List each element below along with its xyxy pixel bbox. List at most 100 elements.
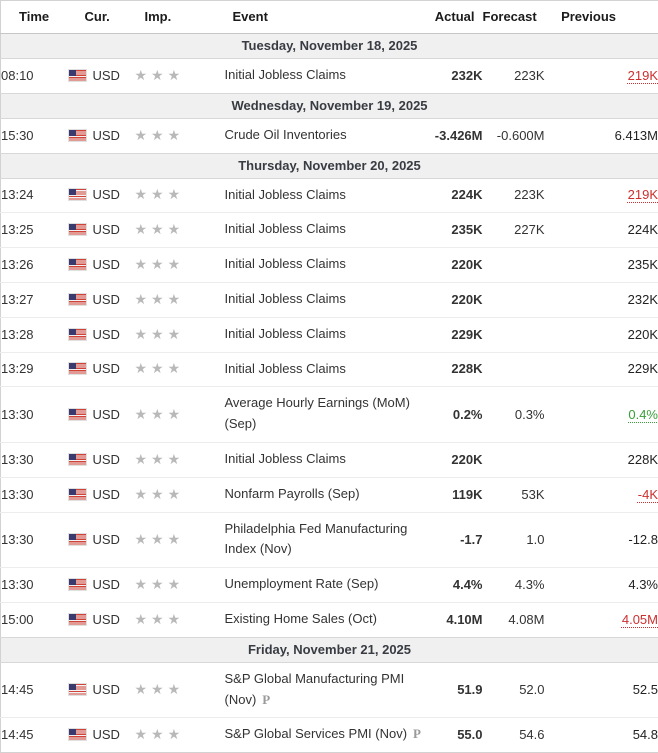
actual-cell: 119K (425, 477, 483, 512)
currency-cell: USD (69, 282, 135, 317)
importance-cell: ★★★ (135, 248, 225, 283)
event-cell[interactable]: Initial Jobless Claims (225, 282, 425, 317)
event-link[interactable]: Philadelphia Fed Manufacturing Index (No… (225, 521, 408, 557)
event-row[interactable]: 13:26 USD ★★★ Initial Jobless Claims 220… (1, 248, 658, 283)
us-flag-icon (69, 614, 86, 625)
event-row[interactable]: 14:45 USD ★★★ S&P Global Services PMI (N… (1, 718, 658, 753)
currency-label: USD (93, 257, 120, 272)
event-row[interactable]: 13:30 USD ★★★ Initial Jobless Claims 220… (1, 442, 658, 477)
forecast-cell: 54.6 (483, 718, 545, 753)
time-cell: 13:30 (1, 442, 69, 477)
event-cell[interactable]: Average Hourly Earnings (MoM) (Sep) (225, 387, 425, 443)
event-row[interactable]: 13:30 USD ★★★ Unemployment Rate (Sep) 4.… (1, 568, 658, 603)
time-cell: 13:30 (1, 512, 69, 568)
us-flag-icon (69, 729, 86, 740)
currency-label: USD (93, 452, 120, 467)
event-row[interactable]: 13:28 USD ★★★ Initial Jobless Claims 229… (1, 317, 658, 352)
previous-value: 228K (628, 452, 658, 467)
currency-label: USD (93, 407, 120, 422)
importance-cell: ★★★ (135, 282, 225, 317)
event-cell[interactable]: S&P Global Manufacturing PMI (Nov)P (225, 662, 425, 718)
previous-value: 54.8 (633, 727, 658, 742)
forecast-cell: 52.0 (483, 662, 545, 718)
event-link[interactable]: Crude Oil Inventories (225, 127, 347, 142)
event-row[interactable]: 08:10 USD ★★★ Initial Jobless Claims 232… (1, 59, 658, 94)
time-cell: 15:30 (1, 118, 69, 153)
event-link[interactable]: Existing Home Sales (Oct) (225, 611, 377, 626)
date-row: Friday, November 21, 2025 (1, 637, 658, 662)
time-cell: 13:29 (1, 352, 69, 387)
event-link[interactable]: Initial Jobless Claims (225, 451, 346, 466)
currency-label: USD (93, 612, 120, 627)
event-row[interactable]: 13:27 USD ★★★ Initial Jobless Claims 220… (1, 282, 658, 317)
importance-cell: ★★★ (135, 662, 225, 718)
previous-value: 4.3% (628, 577, 658, 592)
importance-cell: ★★★ (135, 718, 225, 753)
event-link[interactable]: S&P Global Services PMI (Nov) (225, 726, 408, 741)
event-row[interactable]: 13:30 USD ★★★ Nonfarm Payrolls (Sep) 119… (1, 477, 658, 512)
time-cell: 13:25 (1, 213, 69, 248)
event-link[interactable]: Initial Jobless Claims (225, 361, 346, 376)
us-flag-icon (69, 579, 86, 590)
event-cell[interactable]: Initial Jobless Claims (225, 248, 425, 283)
previous-value: 52.5 (633, 682, 658, 697)
event-row[interactable]: 13:30 USD ★★★ Philadelphia Fed Manufactu… (1, 512, 658, 568)
previous-value: -4K (638, 487, 658, 502)
us-flag-icon (69, 684, 86, 695)
event-link[interactable]: S&P Global Manufacturing PMI (Nov) (225, 671, 405, 707)
event-row[interactable]: 13:29 USD ★★★ Initial Jobless Claims 228… (1, 352, 658, 387)
event-cell[interactable]: Initial Jobless Claims (225, 213, 425, 248)
event-row[interactable]: 13:30 USD ★★★ Average Hourly Earnings (M… (1, 387, 658, 443)
event-link[interactable]: Initial Jobless Claims (225, 291, 346, 306)
actual-cell: 220K (425, 282, 483, 317)
event-link[interactable]: Initial Jobless Claims (225, 67, 346, 82)
importance-stars-icon: ★★★ (135, 326, 185, 342)
previous-cell: 235K (545, 248, 658, 283)
event-row[interactable]: 14:45 USD ★★★ S&P Global Manufacturing P… (1, 662, 658, 718)
event-row[interactable]: 13:24 USD ★★★ Initial Jobless Claims 224… (1, 178, 658, 213)
event-cell[interactable]: S&P Global Services PMI (Nov)P (225, 718, 425, 753)
date-label: Wednesday, November 19, 2025 (1, 93, 658, 118)
previous-cell: 54.8 (545, 718, 658, 753)
us-flag-icon (69, 130, 86, 141)
previous-value: 229K (628, 361, 658, 376)
event-row[interactable]: 13:25 USD ★★★ Initial Jobless Claims 235… (1, 213, 658, 248)
actual-cell: -1.7 (425, 512, 483, 568)
event-cell[interactable]: Initial Jobless Claims (225, 317, 425, 352)
event-cell[interactable]: Existing Home Sales (Oct) (225, 602, 425, 637)
importance-cell: ★★★ (135, 568, 225, 603)
actual-cell: 220K (425, 442, 483, 477)
event-link[interactable]: Nonfarm Payrolls (Sep) (225, 486, 360, 501)
previous-value: 220K (628, 327, 658, 342)
importance-cell: ★★★ (135, 213, 225, 248)
previous-cell: -12.8 (545, 512, 658, 568)
event-cell[interactable]: Unemployment Rate (Sep) (225, 568, 425, 603)
event-link[interactable]: Initial Jobless Claims (225, 326, 346, 341)
event-row[interactable]: 15:30 USD ★★★ Crude Oil Inventories -3.4… (1, 118, 658, 153)
event-link[interactable]: Initial Jobless Claims (225, 221, 346, 236)
event-link[interactable]: Average Hourly Earnings (MoM) (Sep) (225, 395, 410, 431)
event-cell[interactable]: Initial Jobless Claims (225, 352, 425, 387)
event-cell[interactable]: Initial Jobless Claims (225, 442, 425, 477)
currency-cell: USD (69, 718, 135, 753)
forecast-cell: 4.3% (483, 568, 545, 603)
currency-label: USD (93, 68, 120, 83)
calendar-body: Tuesday, November 18, 2025 08:10 USD ★★★… (1, 34, 658, 753)
event-link[interactable]: Unemployment Rate (Sep) (225, 576, 379, 591)
actual-cell: 51.9 (425, 662, 483, 718)
column-header-importance: Imp. (135, 1, 225, 34)
event-cell[interactable]: Nonfarm Payrolls (Sep) (225, 477, 425, 512)
importance-stars-icon: ★★★ (135, 127, 185, 143)
previous-value: 235K (628, 257, 658, 272)
currency-label: USD (93, 327, 120, 342)
preliminary-icon: P (262, 692, 270, 707)
event-cell[interactable]: Initial Jobless Claims (225, 178, 425, 213)
event-row[interactable]: 15:00 USD ★★★ Existing Home Sales (Oct) … (1, 602, 658, 637)
event-cell[interactable]: Philadelphia Fed Manufacturing Index (No… (225, 512, 425, 568)
us-flag-icon (69, 454, 86, 465)
event-cell[interactable]: Crude Oil Inventories (225, 118, 425, 153)
event-link[interactable]: Initial Jobless Claims (225, 187, 346, 202)
event-link[interactable]: Initial Jobless Claims (225, 256, 346, 271)
actual-cell: 228K (425, 352, 483, 387)
event-cell[interactable]: Initial Jobless Claims (225, 59, 425, 94)
